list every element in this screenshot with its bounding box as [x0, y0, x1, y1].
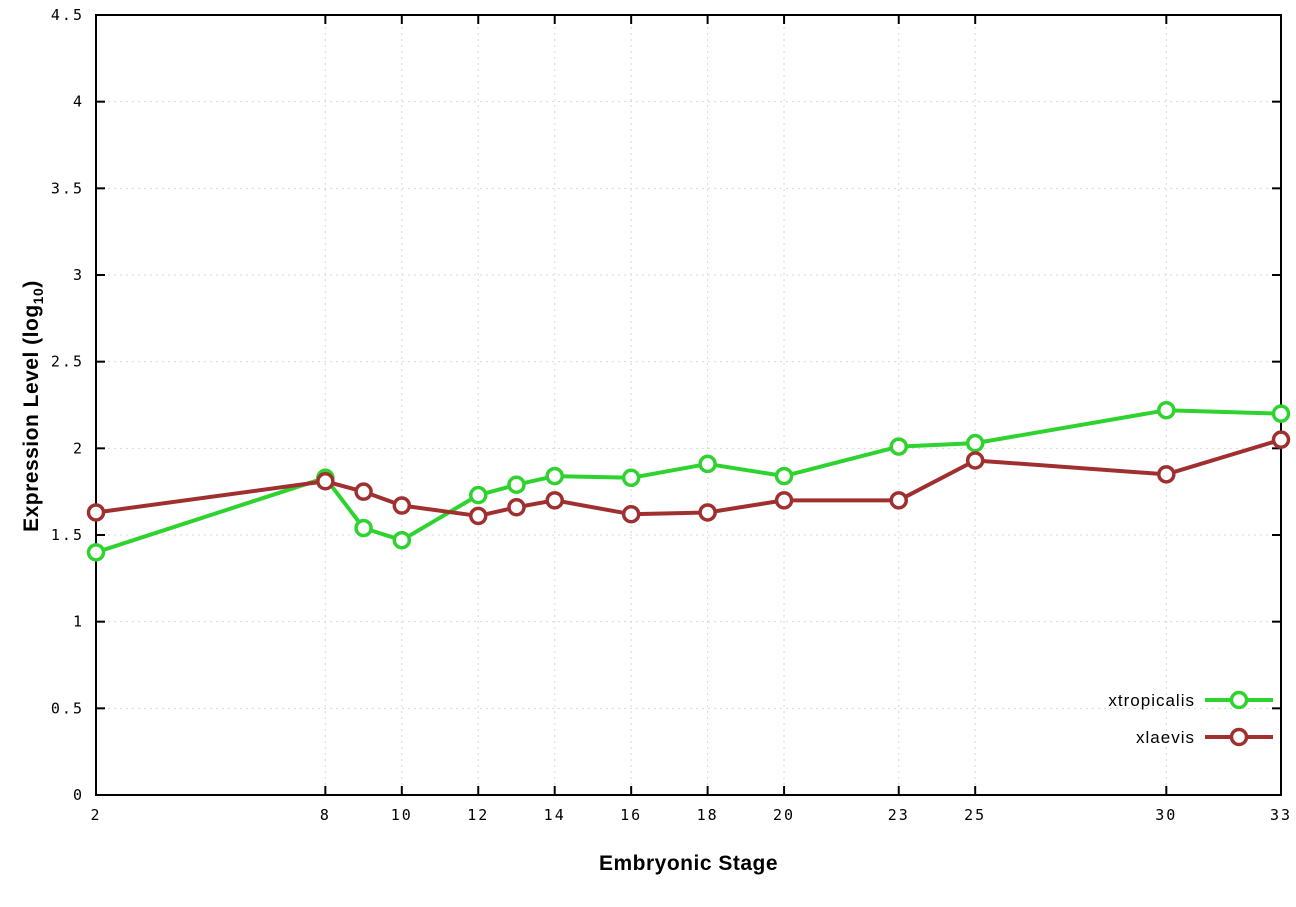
y-tick-label: 3 [73, 266, 84, 284]
y-tick-label: 2.5 [51, 353, 84, 371]
x-tick-label: 23 [888, 806, 910, 824]
y-tick-label: 0.5 [51, 699, 84, 717]
data-point-xtropicalis [889, 437, 908, 456]
x-tick-label: 2 [90, 806, 101, 824]
y-tick-label: 4 [73, 93, 84, 111]
data-point-xlaevis [621, 504, 641, 524]
data-point-xlaevis [545, 491, 564, 510]
data-point-xtropicalis [1157, 400, 1176, 420]
data-point-xtropicalis [965, 433, 985, 453]
data-point-xlaevis [354, 482, 373, 501]
y-tick-label: 3.5 [51, 179, 84, 197]
y-tick-label: 1.5 [51, 526, 84, 544]
data-point-xlaevis [507, 498, 526, 517]
y-tick-label: 4.5 [51, 6, 84, 24]
y-axis-title-main: Expression Level (log [19, 304, 43, 532]
data-point-xtropicalis [86, 543, 106, 562]
data-point-xtropicalis [507, 475, 526, 494]
series-line-xtropicalis [94, 408, 1283, 555]
x-tick-label: 12 [467, 806, 489, 824]
y-axis-title-close: ) [19, 280, 43, 288]
series-line-xlaevis [94, 437, 1283, 518]
x-tick-label: 18 [697, 806, 719, 824]
legend-marker-xtropicalis [1229, 690, 1249, 710]
data-point-xtropicalis [392, 530, 412, 550]
data-point-xlaevis [1157, 465, 1176, 484]
x-tick-label: 14 [544, 806, 566, 824]
x-axis-title: Embryonic Stage [598, 852, 779, 875]
y-axis-title-sub: 10 [30, 287, 47, 305]
data-point-xtropicalis [1271, 404, 1291, 423]
data-point-xtropicalis [469, 485, 488, 505]
data-point-xlaevis [86, 503, 106, 522]
y-tick-label: 0 [73, 786, 84, 804]
plot-border [95, 14, 1282, 796]
data-point-xtropicalis [621, 468, 641, 488]
legend-label-xtropicalis: xtropicalis [1108, 691, 1195, 710]
data-point-xtropicalis [774, 466, 794, 486]
data-point-xtropicalis [545, 466, 564, 486]
data-point-xlaevis [698, 503, 717, 522]
data-point-xtropicalis [354, 518, 373, 538]
x-tick-label: 33 [1270, 806, 1292, 824]
data-point-xtropicalis [698, 454, 717, 474]
y-axis-title: Expression Level (log10) [20, 191, 46, 621]
x-tick-label: 25 [964, 806, 986, 824]
data-point-xlaevis [1271, 430, 1291, 449]
data-point-xlaevis [316, 472, 335, 491]
data-point-xlaevis [889, 491, 908, 510]
legend-marker-xlaevis [1229, 727, 1249, 747]
data-point-xlaevis [469, 506, 488, 526]
data-point-xlaevis [965, 451, 985, 470]
legend: xtropicalis xlaevis [1108, 690, 1273, 747]
x-tick-label: 30 [1155, 806, 1177, 824]
y-tick-label: 1 [73, 613, 84, 631]
x-tick-label: 8 [320, 806, 331, 824]
x-tick-label: 10 [391, 806, 413, 824]
data-point-xlaevis [774, 491, 794, 510]
y-tick-label: 2 [73, 439, 84, 457]
x-tick-label: 20 [773, 806, 795, 824]
legend-label-xlaevis: xlaevis [1136, 728, 1195, 747]
data-point-xlaevis [392, 496, 412, 515]
x-tick-label: 16 [620, 806, 642, 824]
